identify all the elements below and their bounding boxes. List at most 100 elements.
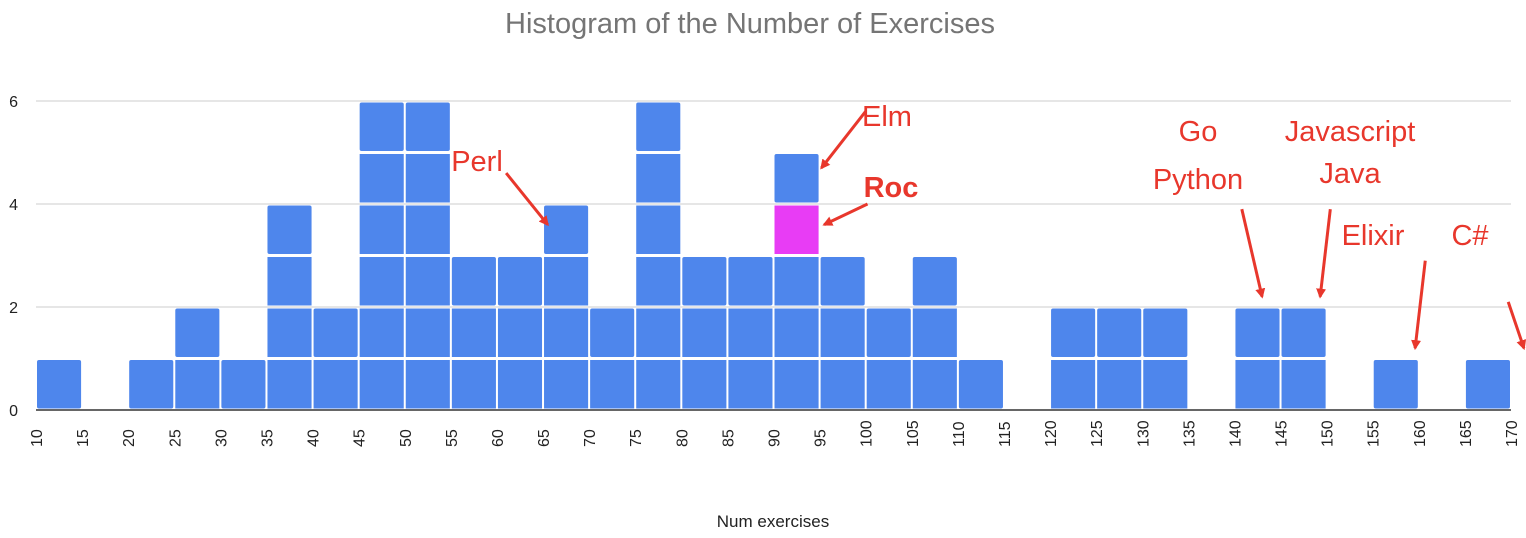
bar-block-highlight xyxy=(774,205,819,254)
bar-block xyxy=(267,257,312,306)
x-tick-label: 120 xyxy=(1043,420,1060,447)
bar-block xyxy=(1235,360,1280,409)
bar-block xyxy=(1051,360,1096,409)
bar-block xyxy=(774,257,819,306)
bar-block xyxy=(405,360,450,409)
x-tick-label: 135 xyxy=(1181,420,1198,447)
bar-block xyxy=(590,308,635,357)
bar-block xyxy=(267,308,312,357)
bar-block xyxy=(820,308,865,357)
bar-block xyxy=(359,154,404,203)
grid-lines xyxy=(36,100,1511,308)
x-axis-ticks: 10 15 20 25 30 35 40 45 50 55 60 65 70 75 80 85 90 95 100 1… xyxy=(29,420,1521,447)
x-tick-label: 125 xyxy=(1089,420,1106,447)
y-tick-label: 6 xyxy=(9,94,18,111)
x-tick-label: 40 xyxy=(306,429,323,447)
bar-block xyxy=(958,360,1003,409)
bar-block xyxy=(682,360,727,409)
bar-block xyxy=(267,360,312,409)
bar-block xyxy=(313,360,358,409)
x-tick-label: 75 xyxy=(628,429,645,447)
y-tick-label: 2 xyxy=(9,300,18,317)
annotations: Perl Elm Roc Go Python Javascript Java Elixir C# xyxy=(451,101,1526,351)
bar-block xyxy=(820,360,865,409)
x-axis-label: Num exercises xyxy=(717,512,829,531)
y-tick-label: 0 xyxy=(9,403,18,420)
bar-block xyxy=(175,360,220,409)
bar-block xyxy=(1143,360,1188,409)
x-tick-label: 170 xyxy=(1504,420,1521,447)
x-tick-label: 95 xyxy=(813,429,830,447)
bars xyxy=(37,102,1510,409)
bar-block xyxy=(544,308,589,357)
bar-block xyxy=(221,360,266,409)
bar-block xyxy=(405,102,450,151)
bar-block xyxy=(129,360,174,409)
bar-block xyxy=(497,308,543,357)
x-tick-label: 160 xyxy=(1412,420,1429,447)
x-tick-label: 155 xyxy=(1366,420,1383,447)
annotation-arrow xyxy=(1506,301,1526,351)
annotation-arrow xyxy=(820,110,867,170)
x-tick-label: 45 xyxy=(352,429,369,447)
bar-block xyxy=(451,257,496,306)
x-tick-label: 15 xyxy=(75,429,92,447)
bar-block xyxy=(682,257,727,306)
bar-block xyxy=(774,360,819,409)
annotation-arrow xyxy=(1411,260,1427,351)
bar-block xyxy=(1281,308,1326,357)
bar-block xyxy=(359,308,404,357)
x-tick-label: 130 xyxy=(1135,420,1152,447)
x-tick-label: 85 xyxy=(720,429,737,447)
bar-block xyxy=(820,257,865,306)
bar-block xyxy=(636,360,681,409)
x-tick-label: 65 xyxy=(536,429,553,447)
x-tick-label: 60 xyxy=(490,429,507,447)
bar-block xyxy=(728,360,773,409)
bar-block xyxy=(405,308,450,357)
annotation-label: Python xyxy=(1153,164,1243,196)
bar-block xyxy=(405,205,450,254)
bar-block xyxy=(728,308,773,357)
bar-block xyxy=(1465,360,1510,409)
bar-block xyxy=(1373,360,1418,409)
bar-block xyxy=(405,257,450,306)
annotation-label: Go xyxy=(1179,116,1218,148)
bar-block xyxy=(912,257,957,306)
x-tick-label: 25 xyxy=(167,429,184,447)
x-tick-label: 50 xyxy=(398,429,415,447)
bar-block xyxy=(359,205,404,254)
bar-block xyxy=(544,360,589,409)
bar-block xyxy=(866,360,911,409)
x-tick-label: 70 xyxy=(582,429,599,447)
bar-block xyxy=(866,308,911,357)
x-tick-label: 10 xyxy=(29,429,46,447)
annotation-label: Elm xyxy=(862,101,912,133)
annotation-arrow xyxy=(1240,208,1266,299)
annotation-label: Perl xyxy=(451,146,503,178)
x-tick-label: 55 xyxy=(444,429,461,447)
x-tick-label: 150 xyxy=(1320,420,1337,447)
bar-block xyxy=(1281,360,1326,409)
annotation-label: Javascript xyxy=(1285,116,1416,148)
bar-block xyxy=(636,154,681,203)
bar-block xyxy=(774,154,819,203)
x-tick-label: 100 xyxy=(859,420,876,447)
annotation-label: Elixir xyxy=(1342,220,1405,252)
bar-block xyxy=(636,205,681,254)
bar-block xyxy=(37,360,82,409)
x-tick-label: 90 xyxy=(767,429,784,447)
x-tick-label: 140 xyxy=(1227,420,1244,447)
x-tick-label: 110 xyxy=(951,421,968,447)
annotation-arrow xyxy=(504,172,549,227)
y-axis-ticks: 0 2 4 6 xyxy=(9,94,18,420)
x-tick-label: 35 xyxy=(259,429,276,447)
bar-block xyxy=(1097,308,1142,357)
annotation-label: Java xyxy=(1319,158,1381,190)
bar-block xyxy=(497,257,543,306)
bar-block xyxy=(451,308,496,357)
annotation-arrow xyxy=(822,202,869,226)
bar-block xyxy=(912,360,957,409)
bar-block xyxy=(405,154,450,203)
